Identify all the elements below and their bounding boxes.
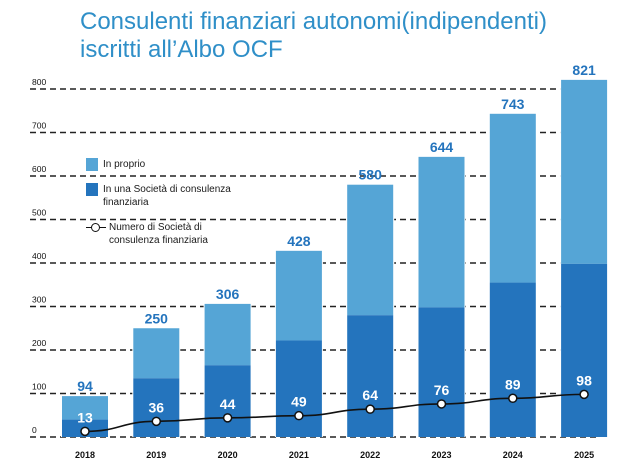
bar-in-proprio: [133, 328, 180, 379]
bar-total-label: 743: [501, 96, 525, 112]
bar-societa: [204, 365, 251, 437]
line-point: [365, 404, 375, 414]
line-point-label: 36: [149, 399, 165, 415]
bar-in-proprio: [62, 396, 108, 420]
bar-societa: [489, 282, 536, 437]
legend-label-numero-societa: Numero di Società di consulenza finanzia…: [109, 222, 208, 246]
y-tick-label: 300: [32, 295, 46, 305]
line-point-label: 89: [505, 376, 521, 392]
y-tick-label: 0: [32, 425, 37, 435]
legend-item-societa: In una Società di consulenza finanziaria: [86, 183, 246, 209]
bar-societa: [133, 378, 180, 437]
y-tick-label: 100: [32, 382, 46, 392]
y-tick-label: 400: [32, 251, 46, 261]
line-point-label: 13: [77, 409, 93, 425]
bar-in-proprio: [489, 113, 536, 283]
x-tick-label: 2022: [360, 450, 380, 460]
x-tick-label: 2021: [289, 450, 309, 460]
y-tick-label: 800: [32, 77, 46, 87]
bar-in-proprio: [561, 79, 608, 264]
legend-line-marker-icon: [86, 221, 106, 234]
line-point: [80, 426, 90, 437]
bar-total-label: 94: [77, 378, 93, 394]
line-point-label: 64: [362, 387, 378, 403]
y-tick-label: 200: [32, 338, 46, 348]
x-tick-label: 2020: [218, 450, 238, 460]
line-point: [508, 393, 518, 404]
bar-societa: [561, 263, 608, 437]
line-point-label: 49: [291, 394, 307, 410]
legend-item-numero-societa: Numero di Società di consulenza finanzia…: [86, 221, 246, 247]
line-point-label: 44: [220, 396, 236, 412]
x-tick-label: 2025: [574, 450, 594, 460]
chart-title-line1: Consulenti finanziari autonomi(indipende…: [80, 8, 547, 35]
line-point-label: 98: [576, 372, 592, 388]
line-point: [222, 413, 233, 423]
bar-in-proprio: [204, 303, 251, 366]
x-tick-label: 2019: [146, 450, 166, 460]
legend-item-in-proprio: In proprio: [86, 158, 246, 171]
legend-label-in-proprio: In proprio: [103, 159, 146, 170]
line-point: [579, 389, 589, 400]
bar-total-label: 250: [145, 310, 169, 326]
bar-societa: [275, 340, 322, 437]
x-tick-label: 2023: [431, 450, 451, 460]
y-tick-label: 700: [32, 121, 46, 131]
chart-legend: In proprio In una Società di consulenza …: [86, 158, 246, 259]
bar-total-label: 644: [430, 139, 454, 155]
y-tick-label: 500: [32, 208, 46, 218]
legend-label-societa: In una Società di consulenza finanziaria: [103, 184, 231, 208]
chart-title-line2: iscritti all’Albo OCF: [80, 36, 283, 63]
bar-societa: [347, 315, 394, 437]
y-tick-label: 600: [32, 164, 46, 174]
line-point: [436, 399, 447, 409]
chart-title: Consulenti finanziari autonomi(indipende…: [80, 8, 600, 64]
bar-in-proprio: [418, 156, 465, 308]
bar-total-label: 306: [216, 286, 240, 302]
bar-in-proprio: [347, 184, 394, 316]
bar-societa: [418, 307, 465, 437]
legend-swatch-in-proprio: [86, 158, 98, 171]
line-point: [151, 416, 162, 427]
line-point: [294, 410, 304, 421]
line-point-label: 76: [434, 382, 450, 398]
legend-swatch-societa: [86, 183, 98, 196]
bar-in-proprio: [275, 250, 322, 341]
bar-total-label: 821: [572, 62, 596, 78]
x-tick-label: 2018: [75, 450, 95, 460]
bar-total-label: 580: [359, 167, 383, 183]
bar-total-label: 428: [287, 233, 311, 249]
x-tick-label: 2024: [503, 450, 523, 460]
